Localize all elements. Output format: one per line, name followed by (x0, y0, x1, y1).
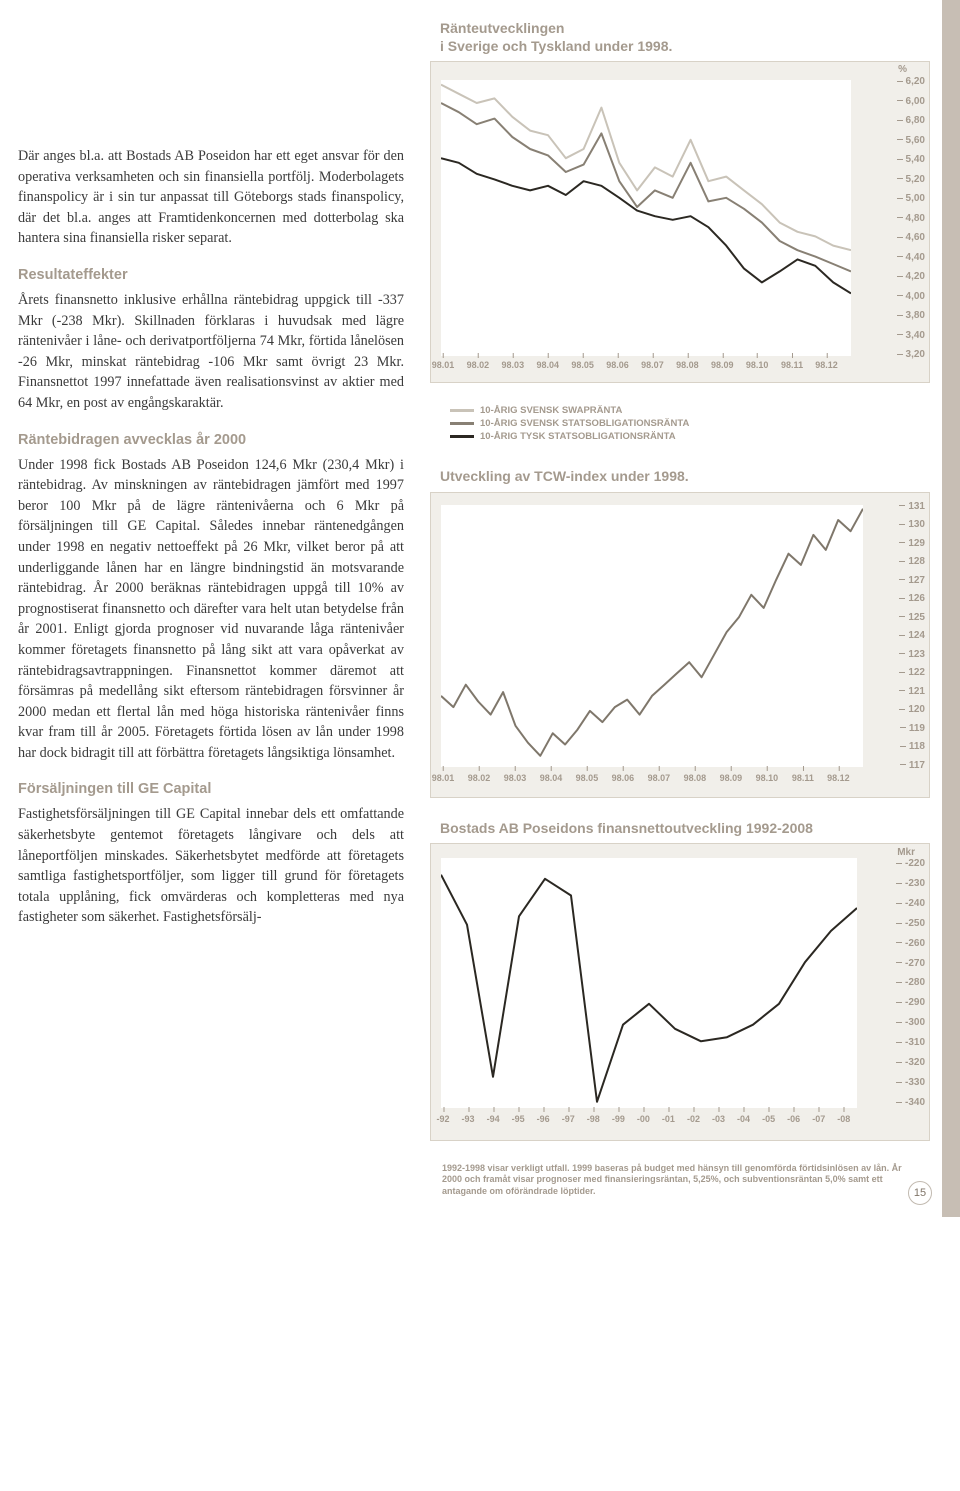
side-decoration (942, 0, 960, 1217)
chart3-yticks: -220-230-240-250-260-270-280-290-300-310… (896, 858, 925, 1108)
paragraph: Under 1998 fick Bostads AB Poseidon 124,… (18, 455, 404, 764)
heading-resultateffekter: Resultateffekter (18, 265, 404, 286)
paragraph: Årets finansnetto inklusive erhållna rän… (18, 290, 404, 414)
heading-rantebidragen: Räntebidragen avvecklas år 2000 (18, 430, 404, 451)
chart3-footnote: 1992-1998 visar verkligt utfall. 1999 ba… (442, 1163, 920, 1197)
chart3-unit: Mkr (897, 847, 915, 858)
chart3-box: Mkr -220-230-240-250-260-270-280-290-300… (430, 843, 930, 1141)
chart1-xticks: 98.0198.0298.0398.0498.0598.0698.0798.08… (443, 360, 849, 370)
chart1-title: Ränteutvecklingen i Sverige och Tyskland… (440, 20, 930, 55)
charts-column: Ränteutvecklingen i Sverige och Tyskland… (430, 20, 940, 1197)
article-body: Där anges bl.a. att Bostads AB Poseidon … (18, 20, 430, 1197)
paragraph: Där anges bl.a. att Bostads AB Poseidon … (18, 146, 404, 249)
chart2-xticks: 98.0198.0298.0398.0498.0598.0698.0798.08… (443, 773, 861, 783)
chart2-box: 1311301291281271261251241231221211201191… (430, 492, 930, 798)
chart1-pct: % (898, 64, 907, 75)
paragraph: Fastighetsförsäljningen till GE Capital … (18, 804, 404, 928)
chart3-title: Bostads AB Poseidons finansnettoutveckli… (440, 820, 930, 838)
page-number: 15 (908, 1181, 932, 1205)
chart2-title: Utveckling av TCW-index under 1998. (440, 468, 930, 486)
chart2-yticks: 1311301291281271261251241231221211201191… (899, 501, 925, 771)
heading-forsaljningen: Försäljningen till GE Capital (18, 779, 404, 800)
chart1-legend: 10-ÅRIG SVENSK SWAPRÄNTA10-ÅRIG SVENSK S… (450, 405, 930, 442)
chart1-yticks: 6,206,006,805,605,405,205,004,804,604,40… (897, 76, 925, 360)
chart1-box: % 6,206,006,805,605,405,205,004,804,604,… (430, 61, 930, 383)
chart3-xticks: -92-93-94-95-96-97-98-99-00-01-02-03-04-… (443, 1114, 857, 1124)
